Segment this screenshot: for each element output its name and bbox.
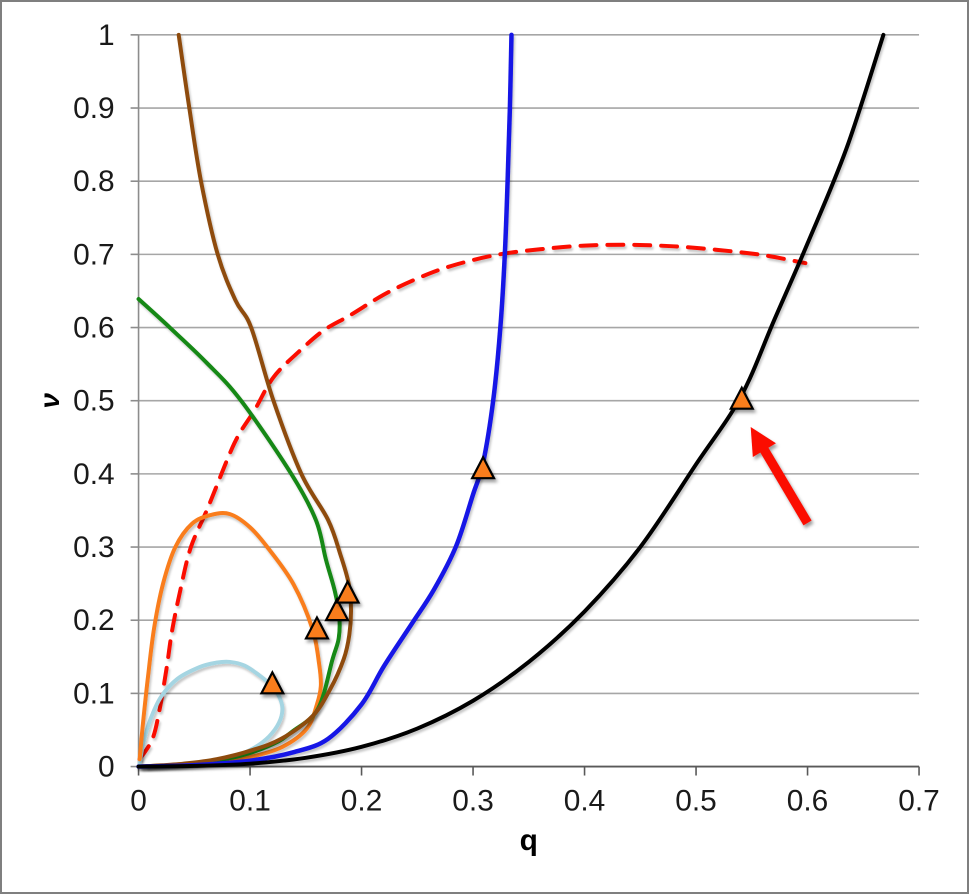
annotation-arrow: [750, 427, 812, 526]
x-tick-label: 0.6: [787, 784, 829, 817]
x-tick-label: 0.5: [675, 784, 717, 817]
x-tick-label: 0.3: [452, 784, 494, 817]
triangle-marker: [304, 615, 330, 640]
y-axis-title: ν: [34, 392, 65, 408]
triangle-marker: [324, 596, 350, 622]
curve-green-trajectory: [136, 297, 342, 769]
y-tick-label: 0.4: [73, 458, 115, 491]
curve-black-trajectory: [136, 32, 886, 769]
y-tick-label: 0.9: [73, 92, 115, 125]
y-tick-label: 0.2: [73, 604, 115, 637]
triangle-marker: [729, 385, 755, 410]
y-tick-label: 0.6: [73, 311, 115, 344]
x-tick-label: 0: [130, 784, 147, 817]
arrowhead: [750, 427, 776, 458]
x-axis-title: q: [520, 824, 538, 857]
triangle-marker: [259, 670, 286, 695]
y-tick-label: 0.5: [73, 385, 115, 418]
y-tick-label: 0.7: [73, 238, 115, 271]
curve-orange-loop-trajectory: [137, 511, 323, 769]
plot-area: 0 0.1 0.2 0.3 0.4 0.5 0.6 0.7 0.8 0.9 1 0 0.1 0.2 0.3 0…: [34, 19, 940, 857]
x-tick-label: 0.4: [564, 784, 606, 817]
y-tick-label: 0.3: [73, 531, 115, 564]
y-tick-label: 0.1: [73, 677, 115, 710]
y-tick-label: 1: [98, 19, 115, 52]
x-tick-label: 0.7: [898, 784, 940, 817]
triangle-marker: [334, 579, 361, 604]
y-tick-label: 0.8: [73, 165, 115, 198]
y-tick-label: 0: [98, 751, 115, 784]
curve-blue-trajectory: [136, 32, 514, 769]
x-tick-label: 0.2: [341, 784, 383, 817]
triangle-marker: [470, 454, 496, 480]
x-tick-label: 0.1: [229, 784, 271, 817]
curve-red-dashed-boundary: [137, 242, 808, 762]
